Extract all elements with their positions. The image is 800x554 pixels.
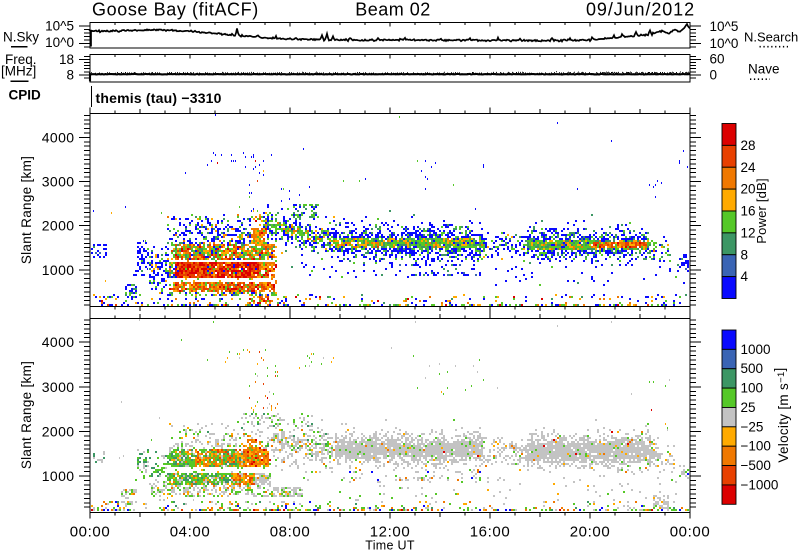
svg-text:00:00: 00:00 (670, 524, 711, 541)
svg-text:08:00: 08:00 (270, 524, 311, 541)
svg-text:Nave: Nave (748, 62, 780, 77)
svg-text:Beam 02: Beam 02 (355, 0, 431, 20)
svg-text:1000: 1000 (42, 468, 75, 484)
svg-text:8: 8 (66, 67, 74, 82)
svg-text:18: 18 (59, 52, 74, 67)
svg-text:Velocity [m s−1]: Velocity [m s−1] (772, 367, 791, 462)
svg-text:N.Search: N.Search (744, 30, 798, 45)
svg-text:−25: −25 (741, 419, 764, 434)
svg-text:8: 8 (741, 247, 749, 262)
svg-text:16:00: 16:00 (470, 524, 511, 541)
svg-text:500: 500 (741, 361, 764, 376)
svg-text:Power [dB]: Power [dB] (754, 178, 769, 244)
svg-text:2000: 2000 (42, 218, 75, 234)
svg-text:−100: −100 (741, 439, 771, 454)
svg-text:4: 4 (741, 269, 749, 284)
svg-text:09/Jun/2012: 09/Jun/2012 (586, 0, 695, 20)
svg-text:Freq.: Freq. (5, 52, 37, 67)
svg-text:16: 16 (741, 204, 756, 219)
svg-text:1000: 1000 (741, 342, 771, 357)
svg-text:N.Sky: N.Sky (3, 30, 39, 45)
svg-text:12:00: 12:00 (370, 524, 411, 541)
svg-text:100: 100 (741, 381, 764, 396)
svg-text:1000: 1000 (42, 262, 75, 278)
svg-text:60: 60 (710, 51, 725, 66)
svg-text:10^5: 10^5 (710, 19, 739, 34)
svg-text:10^5: 10^5 (45, 19, 74, 34)
svg-text:24: 24 (741, 160, 757, 175)
svg-text:−1000: −1000 (741, 477, 779, 492)
svg-text:20:00: 20:00 (570, 524, 611, 541)
svg-text:20: 20 (741, 182, 756, 197)
svg-text:04:00: 04:00 (170, 524, 211, 541)
svg-text:themis (tau) −3310: themis (tau) −3310 (96, 90, 222, 106)
svg-text:0: 0 (710, 67, 718, 82)
svg-text:10^0: 10^0 (710, 36, 739, 51)
svg-text:12: 12 (741, 225, 756, 240)
svg-text:Goose Bay (fitACF): Goose Bay (fitACF) (92, 0, 259, 20)
svg-text:00:00: 00:00 (70, 524, 111, 541)
svg-text:−500: −500 (741, 458, 771, 473)
svg-text:10^0: 10^0 (45, 35, 74, 50)
svg-text:4000: 4000 (42, 334, 75, 350)
svg-text:28: 28 (741, 138, 756, 153)
svg-text:25: 25 (741, 400, 756, 415)
svg-text:[MHz]: [MHz] (1, 63, 36, 78)
svg-text:CPID: CPID (9, 88, 42, 103)
svg-text:3000: 3000 (42, 379, 75, 395)
svg-text:4000: 4000 (42, 129, 75, 145)
svg-text:Time UT: Time UT (365, 539, 415, 553)
svg-text:Slant Range [km]: Slant Range [km] (19, 361, 34, 469)
svg-text:3000: 3000 (42, 174, 75, 190)
svg-text:2000: 2000 (42, 423, 75, 439)
svg-text:Slant Range [km]: Slant Range [km] (19, 156, 34, 264)
